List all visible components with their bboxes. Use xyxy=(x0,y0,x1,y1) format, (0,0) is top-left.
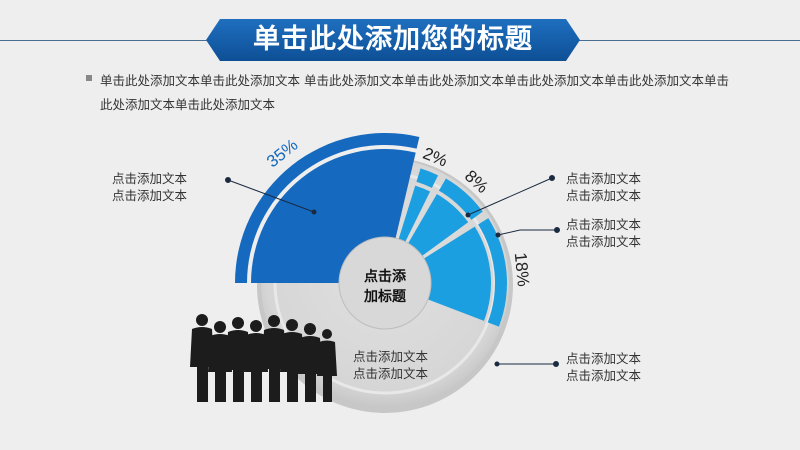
leader-dot-left xyxy=(225,177,231,183)
leader-dot-left-end xyxy=(311,209,317,215)
callout-right-2: 点击添加文本 点击添加文本 xyxy=(566,216,641,250)
callout-bottom-center: 点击添加文本 点击添加文本 xyxy=(353,348,428,382)
leader-line-r1 xyxy=(467,177,553,216)
leader-dot-r2-end xyxy=(495,232,501,238)
callout-left-top-line2: 点击添加文本 xyxy=(112,188,188,203)
page-title: 单击此处添加您的标题 xyxy=(253,24,533,55)
leader-dot-r3 xyxy=(553,361,559,367)
callout-right-1: 点击添加文本 点击添加文本 xyxy=(566,170,641,204)
pie-slice-4-outer-band xyxy=(478,218,507,327)
callout-right-1-line2: 点击添加文本 xyxy=(566,188,642,203)
leader-line-left xyxy=(227,179,315,213)
bullet-square xyxy=(86,75,92,81)
leader-dot-r2 xyxy=(554,227,560,233)
callout-right-3: 点击添加文本 点击添加文本 xyxy=(566,350,641,384)
callout-bottom-center-line2: 点击添加文本 xyxy=(353,366,429,381)
leader-dot-r1-end xyxy=(465,212,471,218)
center-label-line1: 点击添 xyxy=(364,268,407,285)
title-banner: 单击此处添加您的标题 xyxy=(206,19,580,61)
center-label-line2: 加标题 xyxy=(363,288,407,305)
callout-bottom-center-line1: 点击添加文本 xyxy=(353,349,429,364)
callout-left-top: 点击添加文本 点击添加文本 xyxy=(112,170,187,204)
leader-line-r2 xyxy=(497,229,557,236)
callout-right-3-line1: 点击添加文本 xyxy=(566,351,642,366)
pie-slice-4-label: 18% xyxy=(511,252,533,288)
callout-right-1-line1: 点击添加文本 xyxy=(566,171,642,186)
callout-right-2-line1: 点击添加文本 xyxy=(566,217,642,232)
pie-slice-4 xyxy=(385,226,492,321)
pie-slice-3-outer-band xyxy=(438,178,483,220)
leader-dot-r3-end xyxy=(494,361,500,367)
callout-left-top-line1: 点击添加文本 xyxy=(112,171,188,186)
people-silhouette-icon xyxy=(190,314,337,402)
intro-text: 单击此处添加文本单击此处添加文本 单击此处添加文本单击此处添加文本单击此处添加文… xyxy=(100,73,729,112)
callout-right-3-line2: 点击添加文本 xyxy=(566,368,642,383)
center-circle xyxy=(338,236,432,330)
pie-slice-2-outer-band xyxy=(416,168,439,188)
callout-right-2-line2: 点击添加文本 xyxy=(566,234,642,249)
leader-dot-r1 xyxy=(549,175,555,181)
